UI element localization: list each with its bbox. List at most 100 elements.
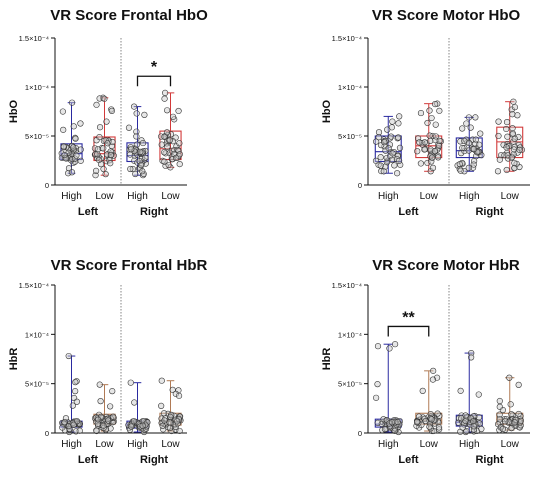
data-point xyxy=(495,132,502,140)
data-point xyxy=(389,118,396,125)
y-tick-label: 1×10⁻⁴ xyxy=(25,330,49,339)
data-point xyxy=(105,417,112,424)
data-point xyxy=(395,134,402,141)
data-point xyxy=(72,388,79,395)
data-point xyxy=(414,148,421,155)
data-point xyxy=(160,410,168,417)
data-point xyxy=(470,418,477,425)
data-point xyxy=(60,143,67,150)
data-point xyxy=(435,142,443,149)
data-point xyxy=(158,402,165,410)
data-point xyxy=(508,154,515,161)
significance-bracket: ** xyxy=(387,309,430,337)
data-point xyxy=(419,387,426,394)
significance-bracket: * xyxy=(136,59,172,87)
data-point xyxy=(510,98,517,105)
data-point xyxy=(94,150,101,158)
data-point xyxy=(125,124,133,131)
data-point xyxy=(465,114,473,121)
data-point xyxy=(107,160,114,167)
data-point xyxy=(133,110,140,117)
box xyxy=(93,136,116,162)
x-category-label: High xyxy=(459,191,480,202)
data-point xyxy=(434,100,441,107)
y-tick-label: 5×10⁻⁵ xyxy=(338,132,362,141)
box-series-3 xyxy=(454,114,485,175)
data-point xyxy=(110,413,117,420)
y-tick-label: 1×10⁻⁴ xyxy=(25,83,49,92)
data-point xyxy=(396,113,403,120)
x-category-label: High xyxy=(127,191,148,202)
data-point xyxy=(164,107,171,114)
data-point xyxy=(496,397,503,405)
chart-title: VR Score Frontal HbO xyxy=(50,7,208,24)
data-point xyxy=(59,424,66,431)
data-point xyxy=(166,424,174,431)
data-point xyxy=(132,170,139,178)
data-point xyxy=(459,144,466,152)
data-point xyxy=(164,143,171,150)
data-point xyxy=(375,134,382,141)
data-point xyxy=(478,425,485,433)
data-point xyxy=(470,426,477,433)
data-point xyxy=(427,137,434,145)
data-point xyxy=(472,136,479,143)
data-point xyxy=(102,171,109,178)
data-point xyxy=(375,129,383,136)
data-point xyxy=(495,118,502,125)
data-point xyxy=(131,399,138,406)
data-point xyxy=(77,146,84,153)
data-point xyxy=(68,169,76,176)
data-point xyxy=(429,154,436,161)
data-point xyxy=(432,101,439,108)
box-series-4 xyxy=(494,374,525,434)
data-point xyxy=(503,118,511,126)
data-point xyxy=(104,140,111,147)
data-point xyxy=(436,426,443,433)
data-point xyxy=(373,394,380,401)
data-point xyxy=(165,161,172,169)
data-point xyxy=(386,345,393,352)
data-point xyxy=(517,417,525,424)
data-point xyxy=(511,159,518,167)
data-point xyxy=(436,107,443,114)
data-point xyxy=(429,164,437,171)
data-point xyxy=(138,162,145,169)
data-point xyxy=(73,152,80,159)
data-point xyxy=(372,157,380,164)
data-point xyxy=(386,141,394,148)
x-group-label: Right xyxy=(475,454,503,466)
data-point xyxy=(59,108,66,115)
box-series-4 xyxy=(158,89,183,171)
data-point xyxy=(498,152,505,159)
data-point xyxy=(470,428,477,435)
data-point xyxy=(77,120,84,127)
data-point xyxy=(127,165,134,173)
significance-label: ** xyxy=(402,309,415,326)
box-series-2 xyxy=(91,381,117,435)
data-point xyxy=(503,166,510,174)
data-point xyxy=(424,159,431,167)
data-point xyxy=(109,138,116,146)
data-point xyxy=(469,164,477,171)
data-point xyxy=(93,101,100,108)
data-point xyxy=(494,168,502,175)
data-point xyxy=(176,140,183,147)
data-point xyxy=(515,410,522,418)
data-point xyxy=(435,154,442,161)
box-series-4 xyxy=(494,98,526,175)
chart-panel-3: VR Score Frontal HbR HbR 0 5×10⁻⁵ 1×10⁻⁴ 1.5×… xyxy=(8,257,208,466)
data-point xyxy=(416,139,423,146)
data-point xyxy=(476,141,483,148)
data-point xyxy=(131,147,138,155)
data-point xyxy=(374,343,382,350)
data-point xyxy=(417,109,425,117)
data-point xyxy=(139,422,146,429)
data-point xyxy=(463,427,470,435)
data-point xyxy=(163,129,171,136)
data-point xyxy=(511,135,518,142)
data-point xyxy=(389,150,396,157)
x-group-label: Left xyxy=(78,454,99,466)
data-point xyxy=(128,423,135,430)
data-point xyxy=(467,124,474,131)
